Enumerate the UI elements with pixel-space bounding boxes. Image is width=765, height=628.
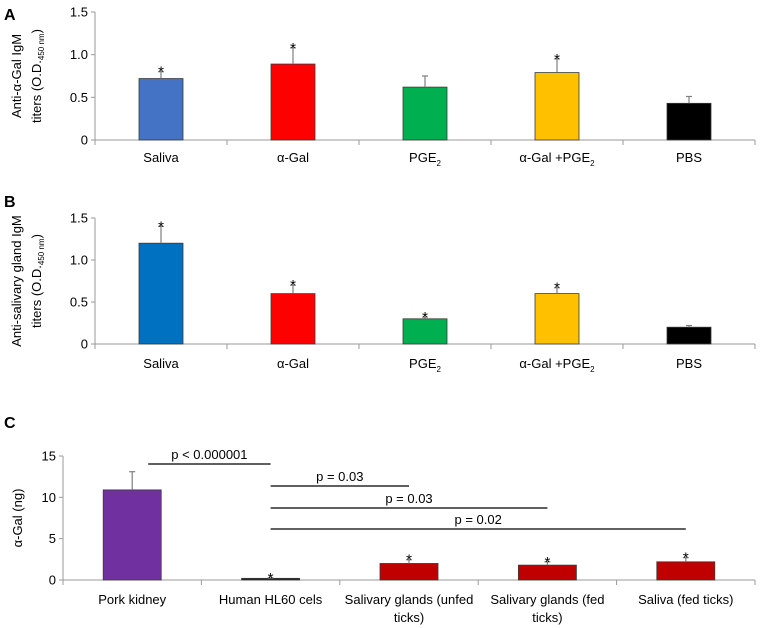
- y-axis-label: Anti-salivary gland IgM titers (O.D.450 n…: [9, 215, 46, 347]
- bar: [402, 86, 448, 141]
- category-label: PGE2: [409, 356, 441, 374]
- y-tick-label: 0.5: [70, 295, 88, 310]
- y-axis-label-line: Anti-α-Gal IgM: [9, 34, 24, 118]
- category-label-text: PGE: [409, 150, 437, 165]
- y-axis-label-close: ): [29, 29, 44, 33]
- bar: [138, 78, 184, 141]
- category-label-text: PBS: [676, 356, 702, 371]
- y-tick-label: 15: [42, 449, 56, 464]
- category-label: Saliva (fed ticks): [638, 592, 733, 607]
- significance-star: *: [683, 550, 689, 567]
- category-label: Pork kidney: [98, 592, 166, 607]
- comparison-p-value: p = 0.03: [385, 491, 432, 506]
- panel-letter: C: [4, 415, 16, 432]
- panel-c: C 0 5 10 15 α-Gal (ng) Pork kidney * Human HL60 …: [4, 415, 756, 625]
- category-label-text: Salivary glands (unfed: [345, 592, 474, 607]
- bar: [102, 489, 162, 581]
- category-label-text: Pork kidney: [98, 592, 166, 607]
- y-axis-label-line: Anti-salivary gland IgM: [9, 215, 24, 347]
- bar: [138, 242, 184, 345]
- y-axis-label: Anti-α-Gal IgM titers (O.D.450 nm): [9, 29, 46, 123]
- significance-star: *: [554, 51, 560, 68]
- category-label: Human HL60 cels: [219, 592, 323, 607]
- significance-star: *: [290, 40, 296, 57]
- panel-letter: A: [4, 7, 16, 24]
- category-label: α-Gal: [277, 356, 309, 371]
- category-label: Salivary glands (unfed ticks): [345, 592, 474, 625]
- category-label: PBS: [676, 356, 702, 371]
- significance-star: *: [544, 554, 550, 571]
- y-axis-label-line: α-Gal (ng): [10, 489, 25, 548]
- category-label: α-Gal +PGE2: [519, 356, 595, 374]
- category-label-text: Saliva: [143, 150, 179, 165]
- y-tick-label: 1.5: [70, 5, 88, 20]
- category-label-text: Saliva (fed ticks): [638, 592, 733, 607]
- y-axis-label: α-Gal (ng): [10, 489, 25, 548]
- category-label-line2: ticks): [532, 610, 562, 625]
- y-tick-label: 0.5: [70, 90, 88, 105]
- category-label: PBS: [676, 150, 702, 165]
- category-label-text: α-Gal +PGE: [519, 150, 590, 165]
- category-label-text: Saliva: [143, 356, 179, 371]
- bar: [270, 63, 316, 141]
- category-label-subscript: 2: [590, 365, 595, 374]
- panel-letter: B: [4, 194, 16, 211]
- panel-a: A 0 0.5 1.0 1.5 Anti-α-Gal IgM titers (O.D.450…: [4, 5, 756, 168]
- panel-b: B 0 0.5 1.0 1.5 Anti-salivary gland IgM titers…: [4, 194, 756, 374]
- bar: [666, 326, 712, 345]
- y-axis-label-close: ): [29, 234, 44, 238]
- category-label-text: PBS: [676, 150, 702, 165]
- category-label: PGE2: [409, 150, 441, 168]
- y-tick-label: 1.5: [70, 211, 88, 226]
- y-axis-label-line: titers (O.D.: [29, 265, 44, 328]
- significance-star: *: [422, 309, 428, 326]
- category-label-text: α-Gal +PGE: [519, 356, 590, 371]
- significance-star: *: [268, 570, 274, 587]
- y-axis-label-subscript: 450 nm: [37, 33, 46, 60]
- comparison-p-value: p < 0.000001: [171, 447, 247, 462]
- category-label-text: PGE: [409, 356, 437, 371]
- y-axis-label-subscript: 450 nm: [37, 238, 46, 265]
- comparison-p-value: p = 0.03: [316, 469, 363, 484]
- category-label: Salivary glands (fed ticks): [490, 592, 604, 625]
- significance-star: *: [406, 552, 412, 569]
- y-tick-label: 0: [81, 337, 88, 352]
- y-tick-label: 5: [49, 531, 56, 546]
- significance-star: *: [290, 277, 296, 294]
- category-label-line2: ticks): [394, 610, 424, 625]
- significance-star: *: [158, 64, 164, 81]
- significance-star: *: [554, 280, 560, 297]
- y-tick-label: 1.0: [70, 47, 88, 62]
- y-tick-label: 0: [49, 573, 56, 588]
- bar: [270, 293, 316, 345]
- category-label-text: Salivary glands (fed: [490, 592, 604, 607]
- category-label-subscript: 2: [590, 159, 595, 168]
- bar: [534, 293, 580, 345]
- category-label-subscript: 2: [437, 365, 442, 374]
- category-label-subscript: 2: [437, 159, 442, 168]
- bar: [666, 102, 712, 141]
- bar: [534, 72, 580, 141]
- y-tick-label: 1.0: [70, 253, 88, 268]
- comparison-p-value: p = 0.02: [455, 512, 502, 527]
- y-tick-label: 10: [42, 490, 56, 505]
- category-label: Saliva: [143, 356, 179, 371]
- significance-star: *: [158, 218, 164, 235]
- category-label: Saliva: [143, 150, 179, 165]
- bar: [402, 318, 448, 345]
- category-label-text: α-Gal: [277, 150, 309, 165]
- category-label-text: α-Gal: [277, 356, 309, 371]
- category-label: α-Gal: [277, 150, 309, 165]
- category-label-text: Human HL60 cels: [219, 592, 323, 607]
- y-tick-label: 0: [81, 133, 88, 148]
- category-label: α-Gal +PGE2: [519, 150, 595, 168]
- y-axis-label-line: titers (O.D.: [29, 60, 44, 123]
